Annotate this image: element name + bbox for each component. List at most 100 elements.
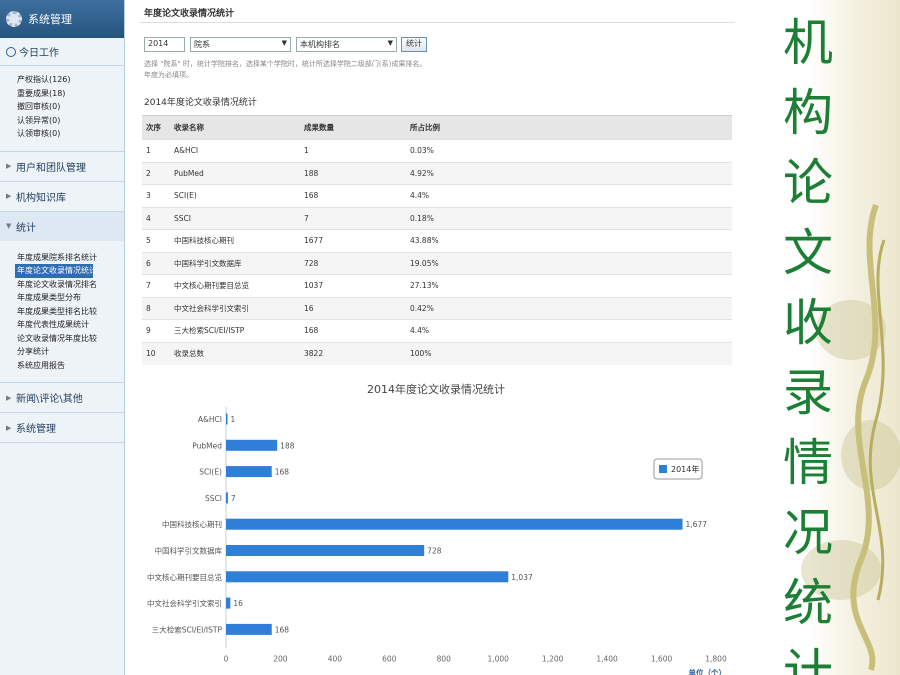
data-label: 16 — [233, 599, 243, 608]
clock-icon — [6, 46, 16, 57]
today-item[interactable]: 认领异常(0) — [17, 115, 61, 125]
table-cell: 中文核心期刊要目总览 — [170, 274, 300, 297]
decorative-panel: 机 构 论 文 收 录 情 况 统 计 — [746, 0, 900, 675]
bar — [226, 439, 278, 451]
table-cell: PubMed — [170, 161, 300, 185]
data-label: 1 — [231, 415, 236, 424]
table-row: 8 中文社会科学引文索引 16 0.42% — [142, 296, 732, 320]
sidebar-item-stat-active[interactable]: 年度论文收录情况统计 — [15, 264, 97, 278]
sidebar-item-stat[interactable]: 年度代表性成果统计 — [17, 320, 89, 329]
table-header-cell: 次序 — [142, 115, 170, 140]
sidebar-section-repository[interactable]: ▶ 机构知识库 — [0, 182, 124, 212]
today-item[interactable]: 重要成果(18) — [17, 88, 66, 98]
x-tick-label: 1,400 — [596, 655, 618, 664]
chevron-down-icon: ▼ — [6, 222, 12, 230]
table-cell: 3 — [142, 184, 170, 207]
vertical-title-char: 录 — [783, 364, 833, 422]
sidebar-item-stat[interactable]: 年度成果类型分布 — [17, 293, 81, 302]
bar — [226, 466, 272, 478]
today-list: 产权指认(126) 重要成果(18) 撤回审核(0) 认领异常(0) 认领审核(… — [0, 66, 124, 152]
category-label: A&HCI — [198, 415, 222, 424]
sidebar-section-statistics[interactable]: ▼ 统计 年度成果院系排名统计 年度论文收录情况统计 年度论文收录情况排名 年度成… — [0, 211, 124, 383]
data-label: 188 — [280, 441, 295, 450]
dept-select[interactable]: 院系 ▼ — [190, 37, 291, 52]
today-item[interactable]: 产权指认(126) — [17, 75, 71, 84]
sidebar-section-news[interactable]: ▶ 新闻\评论\其他 — [0, 383, 124, 413]
table-body: 1 A&HCI 1 0.03% 2 PubMed 188 4.92% 3 SCI(E) 168 4.4… — [142, 139, 732, 365]
table-row: 1 A&HCI 1 0.03% — [142, 139, 732, 162]
divider — [140, 22, 735, 23]
table-cell: 1 — [142, 139, 170, 162]
bar — [226, 518, 683, 530]
data-label: 728 — [427, 547, 442, 556]
x-tick-label: 400 — [328, 655, 343, 664]
sidebar-section-label: 系统管理 — [16, 424, 56, 435]
page-title: 年度论文收录情况统计 — [144, 9, 235, 19]
table-cell: 1 — [300, 139, 406, 162]
sidebar-section-label: 用户和团队管理 — [16, 162, 86, 174]
today-item[interactable]: 撤回审核(0) — [17, 102, 61, 111]
table-cell: 0.03% — [406, 139, 732, 162]
sidebar-section-system[interactable]: ▶ 系统管理 — [0, 413, 124, 443]
hint-text: 选择 "院系" 时，统计学院排名，选择某个学院时，统计所选择学院二级部门(系)成… — [144, 59, 474, 81]
data-label: 1,677 — [686, 520, 708, 529]
table-cell: 4 — [142, 206, 170, 230]
table-cell: 0.42% — [406, 296, 732, 320]
sidebar: 系统管理 今日工作 产权指认(126) 重要成果(18) 撤回审核(0) 认领异… — [0, 0, 125, 675]
x-tick-label: 200 — [273, 655, 288, 664]
data-label: 168 — [275, 625, 290, 634]
category-label: 中文核心期刊要目总览 — [147, 572, 222, 582]
sidebar-item-stat[interactable]: 分享统计 — [17, 347, 49, 356]
vertical-title-char: 计 — [783, 644, 833, 675]
data-label: 7 — [231, 494, 236, 503]
today-item[interactable]: 认领审核(0) — [17, 129, 61, 138]
table-cell: 中国科技核心期刊 — [170, 229, 300, 252]
vertical-title: 机 构 论 文 收 录 情 况 统 计 — [776, 8, 840, 675]
statistics-list: 年度成果院系排名统计 年度论文收录情况统计 年度论文收录情况排名 年度成果类型分… — [0, 241, 124, 383]
sidebar-item-stat[interactable]: 年度论文收录情况排名 — [17, 279, 97, 289]
sidebar-item-stat[interactable]: 年度成果院系排名统计 — [17, 252, 97, 262]
table-cell: 中文社会科学引文索引 — [170, 296, 300, 320]
bar — [226, 545, 425, 556]
bar — [226, 413, 228, 425]
hint-line: 选择 "院系" 时，统计学院排名，选择某个学院时，统计所选择学院二级部门(系)成… — [144, 60, 427, 68]
table-cell: 728 — [300, 251, 406, 275]
vertical-title-char: 文 — [783, 224, 833, 282]
table-cell: 1677 — [300, 229, 406, 252]
year-input[interactable]: 2014 — [144, 37, 185, 52]
table-cell: 10 — [142, 341, 170, 365]
table-header-cell: 成果数量 — [300, 115, 406, 140]
sidebar-today-title[interactable]: 今日工作 — [0, 38, 124, 66]
table-cell: 9 — [142, 319, 170, 342]
branch-decoration — [850, 203, 886, 671]
x-tick-label: 1,000 — [487, 655, 509, 664]
sidebar-section-label: 机构知识库 — [16, 192, 66, 204]
table-cell: 4.92% — [406, 161, 732, 185]
table-cell: 7 — [142, 274, 170, 297]
main-content: 年度论文收录情况统计 2014 院系 ▼ 本机构排名 ▼ 统计 选择 "院系" 时，… — [126, 0, 746, 675]
scope-select[interactable]: 本机构排名 ▼ — [296, 37, 397, 52]
table-header-cell: 收录名称 — [170, 115, 300, 140]
table-cell: 4.4% — [406, 184, 732, 207]
table-row: 2 PubMed 188 4.92% — [142, 161, 732, 185]
sidebar-section-label: 新闻\评论\其他 — [16, 394, 83, 405]
sidebar-item-stat[interactable]: 系统应用报告 — [17, 360, 65, 370]
gear-icon — [6, 11, 22, 27]
vertical-title-char: 机 — [783, 14, 833, 72]
unit-label: 单位（个） — [689, 668, 727, 675]
vertical-title-char: 统 — [783, 574, 833, 632]
table-cell: 2 — [142, 161, 170, 185]
stat-button[interactable]: 统计 — [401, 37, 427, 52]
x-tick-label: 800 — [437, 655, 452, 664]
bar — [226, 492, 228, 504]
sidebar-section-users[interactable]: ▶ 用户和团队管理 — [0, 152, 124, 182]
x-tick-label: 1,600 — [651, 655, 673, 664]
sidebar-header[interactable]: 系统管理 — [0, 0, 124, 38]
sidebar-header-label: 系统管理 — [28, 13, 72, 26]
blossom-decoration — [801, 540, 881, 600]
sidebar-item-stat[interactable]: 年度成果类型排名比较 — [17, 306, 97, 316]
sidebar-item-stat[interactable]: 论文收录情况年度比较 — [17, 333, 97, 343]
table-cell: 168 — [300, 319, 406, 342]
bar — [226, 571, 509, 583]
bar-chart: 2014年度论文收录情况统计 A&HCI 1 PubMed 188 SCI(E) 168 SS… — [147, 382, 727, 675]
